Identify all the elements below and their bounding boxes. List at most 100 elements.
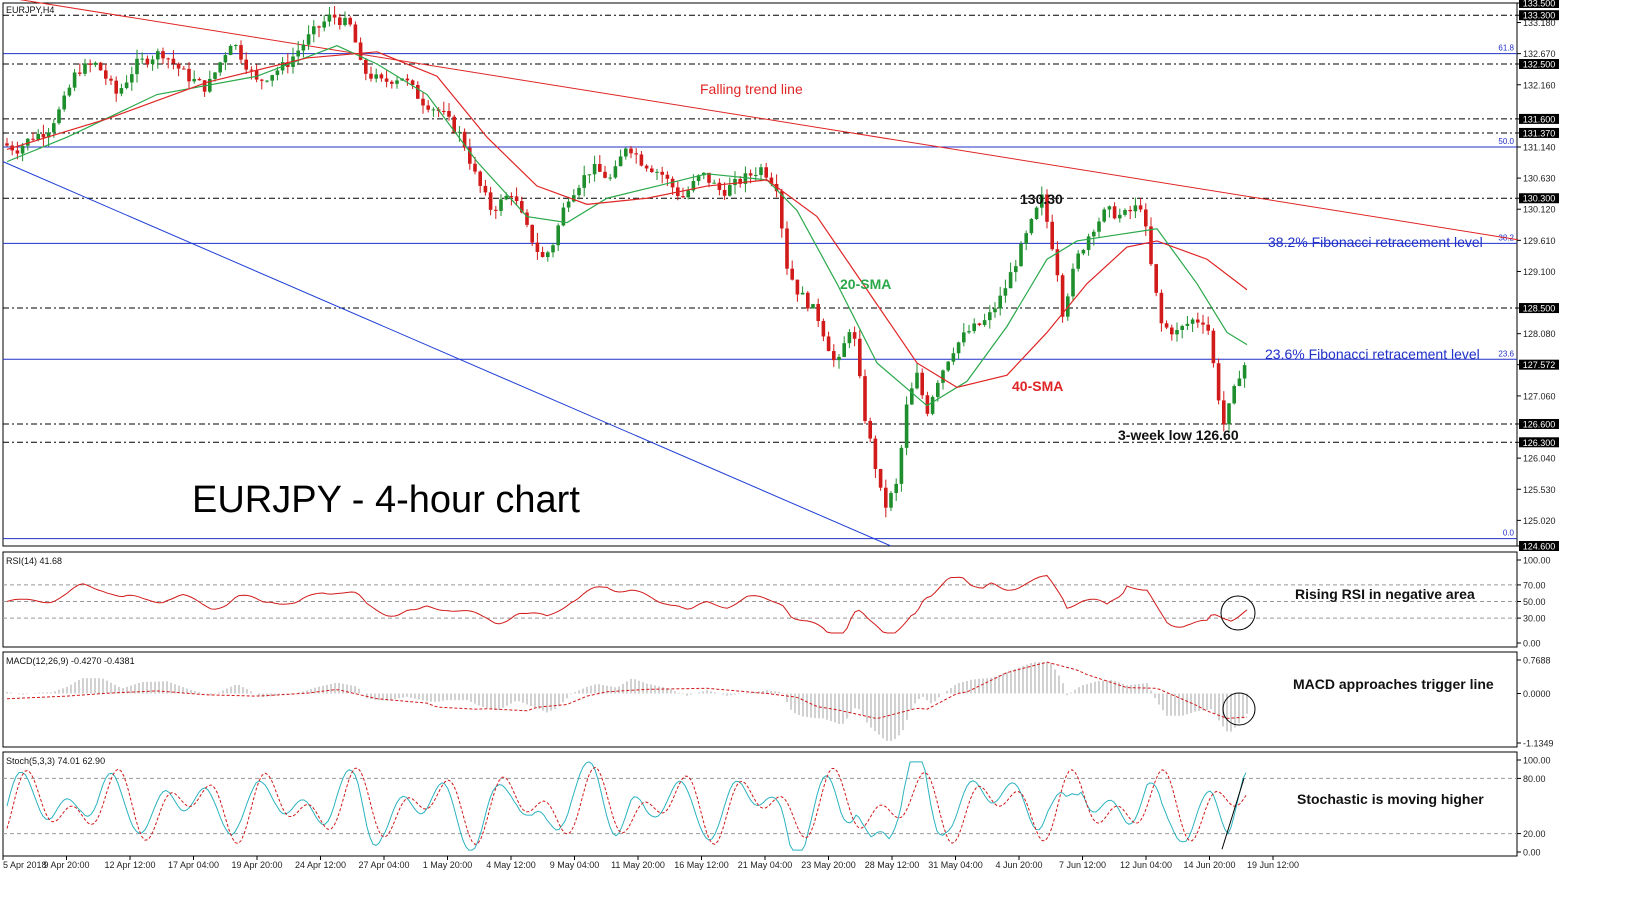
price-level-box [1519, 193, 1559, 204]
price-tick-label: 125.530 [1523, 485, 1556, 495]
bullish-candle [551, 245, 555, 253]
price-level-box-label: 133.500 [1523, 0, 1556, 9]
indicator-tick-label: 0.7688 [1523, 656, 1551, 666]
bullish-candle [1242, 365, 1247, 379]
bullish-candle [275, 70, 280, 76]
bearish-candle [462, 131, 467, 148]
price-level-box [1519, 303, 1559, 314]
bearish-candle [410, 80, 415, 85]
price-level-box-label: 131.600 [1523, 114, 1556, 124]
bearish-candle [780, 191, 784, 229]
bearish-candle [925, 395, 930, 414]
bearish-candle [863, 376, 867, 421]
bearish-candle [832, 351, 836, 361]
price-panel [2, 2, 1518, 547]
price-tick-label: 129.610 [1523, 236, 1556, 246]
indicator-tick-label: 50.00 [1523, 597, 1546, 607]
bullish-candle [46, 132, 51, 138]
bearish-candle [598, 164, 602, 172]
bearish-candle [338, 17, 342, 26]
bearish-candle [530, 224, 534, 243]
indicator-tick-label: 0.00 [1523, 848, 1541, 858]
bearish-candle [260, 79, 264, 81]
bearish-candle [1055, 249, 1060, 276]
bullish-candle [1123, 209, 1127, 215]
bullish-candle [270, 75, 274, 81]
bearish-candle [1159, 292, 1164, 324]
sma40-label: 40-SMA [1012, 378, 1063, 394]
bullish-candle [234, 45, 238, 47]
bearish-candle [5, 143, 9, 146]
bearish-candle [447, 111, 451, 117]
indicator-tick-label: 0.0000 [1523, 689, 1551, 699]
stoch-note: Stochastic is moving higher [1297, 791, 1484, 807]
bearish-candle [364, 59, 368, 74]
bullish-candle [327, 14, 332, 22]
bullish-candle [956, 342, 961, 354]
bullish-candle [130, 74, 134, 83]
bullish-candle [1081, 249, 1086, 254]
bearish-candle [769, 177, 774, 184]
bullish-candle [1019, 243, 1023, 267]
bullish-candle [36, 133, 40, 140]
bearish-candle [681, 196, 685, 198]
bearish-candle [1128, 209, 1132, 212]
time-tick-label: 9 Apr 20:00 [43, 860, 89, 870]
bearish-candle [644, 165, 649, 169]
fibonacci-line-label: 61.8 [1498, 44, 1514, 53]
time-tick-label: 4 Jun 20:00 [995, 860, 1042, 870]
chart-headline: EURJPY - 4-hour chart [192, 479, 580, 521]
bullish-candle [691, 181, 696, 191]
low-label: 3-week low 126.60 [1118, 427, 1239, 443]
bullish-candle [941, 370, 945, 383]
time-tick-label: 17 Apr 04:00 [168, 860, 219, 870]
bullish-candle [499, 199, 503, 211]
bearish-candle [509, 196, 514, 198]
bullish-candle [712, 182, 716, 184]
bearish-candle [166, 58, 170, 60]
bearish-candle [1112, 206, 1117, 219]
bullish-candle [915, 372, 919, 389]
indicator-tick-label: 80.00 [1523, 774, 1546, 784]
bearish-candle [390, 81, 394, 84]
bearish-candle [660, 171, 664, 175]
bearish-candle [525, 212, 529, 225]
bearish-candle [114, 80, 118, 94]
bullish-candle [811, 304, 815, 309]
bullish-candle [1097, 221, 1101, 232]
bullish-candle [374, 74, 378, 79]
bearish-candle [244, 59, 248, 70]
bullish-candle [904, 404, 909, 448]
price-level-box [1519, 437, 1559, 448]
bullish-candle [1003, 288, 1008, 296]
bullish-candle [1107, 206, 1112, 210]
bearish-candle [629, 148, 633, 154]
bearish-candle [764, 167, 768, 178]
bearish-candle [468, 147, 472, 164]
price-level-box [1519, 0, 1559, 8]
bearish-candle [187, 68, 191, 82]
bearish-candle [488, 192, 493, 210]
bullish-candle [1190, 319, 1195, 324]
rsi-title: RSI(14) 41.68 [6, 556, 62, 566]
bearish-candle [1154, 264, 1158, 293]
bearish-candle [826, 336, 831, 352]
falling-trend-line [19, 0, 1519, 241]
stoch-panel [2, 751, 1518, 857]
bullish-candle [312, 26, 316, 35]
bullish-candle [1034, 207, 1039, 220]
bearish-candle [1222, 400, 1226, 425]
bearish-candle [483, 185, 488, 193]
fibonacci-line-label: 50.0 [1498, 137, 1514, 146]
bearish-candle [249, 69, 254, 71]
bullish-candle [988, 312, 992, 321]
bullish-candle [67, 87, 72, 96]
bearish-candle [254, 70, 259, 80]
bullish-candle [561, 207, 566, 226]
bullish-candle [1227, 403, 1231, 425]
bullish-candle [1102, 209, 1106, 222]
bullish-candle [1185, 323, 1190, 326]
bullish-candle [618, 156, 623, 167]
price-level-box-label: 132.500 [1523, 60, 1556, 70]
bearish-candle [478, 171, 482, 186]
